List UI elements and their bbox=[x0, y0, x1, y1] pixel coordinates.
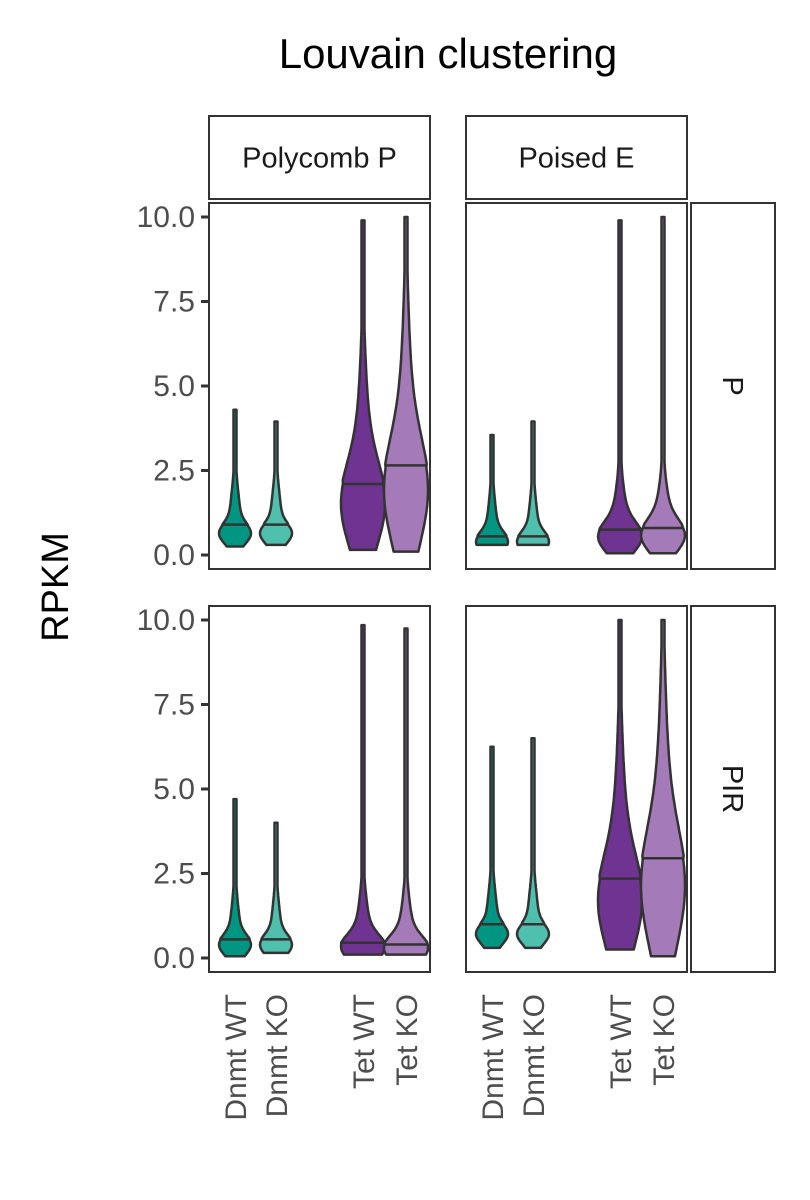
y-tick-label: 5.0 bbox=[153, 370, 195, 403]
y-tick-label: 7.5 bbox=[153, 286, 195, 319]
column-strip-label: Poised E bbox=[518, 143, 634, 175]
violin bbox=[515, 420, 551, 547]
violin bbox=[639, 618, 687, 958]
panel-border bbox=[465, 605, 688, 973]
violin bbox=[474, 433, 510, 547]
panel-border bbox=[465, 202, 688, 570]
column-strip-box bbox=[465, 115, 688, 200]
y-tick-label: 0.0 bbox=[153, 942, 195, 975]
column-strip-label: Polycomb P bbox=[242, 143, 397, 175]
y-tick-label: 0.0 bbox=[153, 539, 195, 572]
violin bbox=[217, 797, 253, 958]
violin bbox=[258, 420, 294, 547]
x-tick-label: Tet WT bbox=[348, 994, 381, 1089]
x-tick-label: Tet KO bbox=[391, 994, 424, 1086]
row-strip-box bbox=[690, 202, 776, 570]
y-tick-label: 10.0 bbox=[137, 201, 195, 234]
row-strip-label: PIR bbox=[716, 765, 748, 813]
violin bbox=[596, 618, 644, 951]
violin bbox=[258, 821, 294, 955]
x-tick-label: Dnmt WT bbox=[220, 994, 253, 1121]
y-tick-label: 5.0 bbox=[153, 773, 195, 806]
violin bbox=[382, 215, 430, 553]
x-tick-label: Dnmt KO bbox=[261, 994, 294, 1117]
violin bbox=[596, 219, 644, 555]
y-tick-label: 2.5 bbox=[153, 858, 195, 891]
column-strip-box bbox=[208, 115, 431, 200]
violin bbox=[382, 627, 430, 956]
violin bbox=[474, 745, 510, 950]
chart-layer: Polycomb P Poised E P PIR 0.0 2.5 5.0 7.5 10.0 0.… bbox=[137, 115, 776, 1121]
x-tick-label: Tet WT bbox=[605, 994, 638, 1089]
violin bbox=[639, 215, 687, 555]
panel-border bbox=[208, 605, 431, 973]
row-strip-box bbox=[690, 605, 776, 973]
violin bbox=[217, 408, 253, 548]
row-strip-label: P bbox=[716, 376, 748, 395]
y-tick-label: 7.5 bbox=[153, 689, 195, 722]
violin bbox=[339, 219, 387, 552]
x-tick-label: Dnmt KO bbox=[518, 994, 551, 1117]
y-tick-label: 10.0 bbox=[137, 604, 195, 637]
x-tick-label: Dnmt WT bbox=[477, 994, 510, 1121]
y-axis-title: RPKM bbox=[35, 532, 77, 642]
violin bbox=[339, 623, 387, 956]
violin bbox=[515, 737, 551, 950]
y-tick-label: 2.5 bbox=[153, 455, 195, 488]
x-tick-label: Tet KO bbox=[648, 994, 681, 1086]
chart-title: Louvain clustering bbox=[279, 30, 618, 77]
